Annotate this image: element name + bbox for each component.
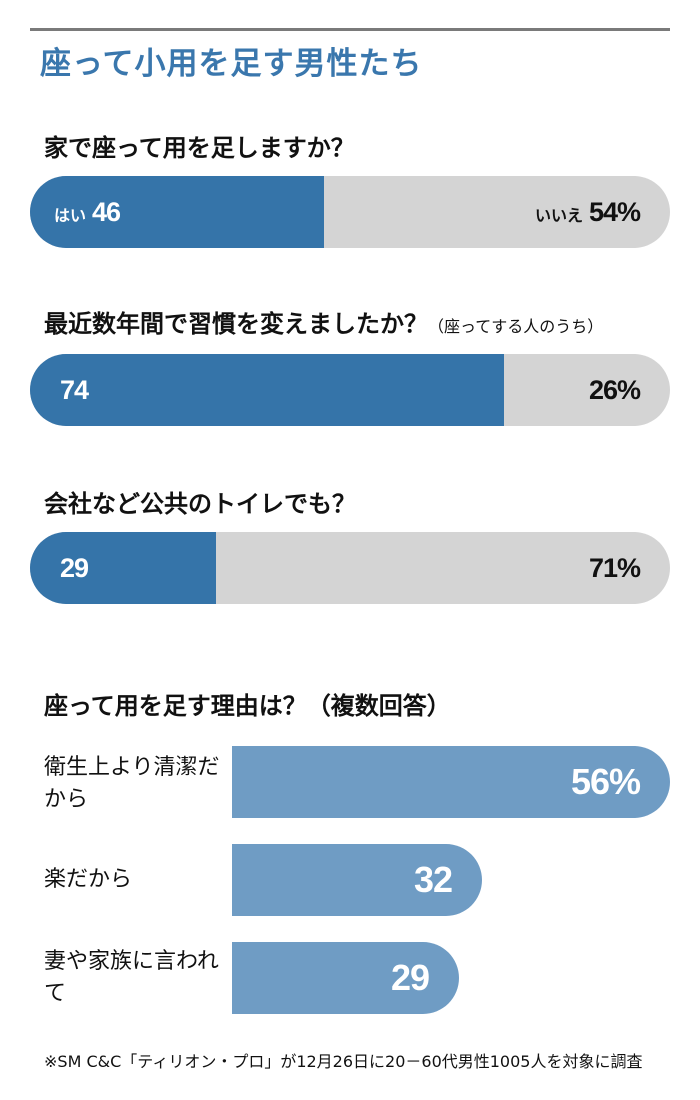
- question-2-yes-bar: [30, 354, 504, 426]
- reason-3-label: 妻や家族に言われて: [44, 949, 219, 1006]
- reason-3-value: 29: [390, 957, 430, 998]
- question-3-no-value: 71%: [583, 532, 641, 604]
- reason-2-bar: 32: [232, 844, 482, 916]
- question-3-text: 会社など公共のトイレでも？: [44, 490, 356, 518]
- question-2-no-number: 26%: [588, 375, 641, 405]
- question-1-title: 家で座って用を足しますか？: [44, 128, 355, 163]
- question-2-yes-number: 74: [60, 375, 89, 405]
- question-3-yes-number: 29: [60, 553, 89, 583]
- question-1-no-label: いいえ: [534, 206, 583, 225]
- page-title: 座って小用を足す男性たち: [40, 46, 423, 82]
- question-1-text: 家で座って用を足しますか？: [44, 134, 355, 162]
- question-3-no-number: 71%: [588, 553, 641, 583]
- question-2-title: 最近数年間で習慣を変えましたか？（座ってする人のうち）: [44, 304, 603, 339]
- question-2-note: （座ってする人のうち）: [428, 317, 604, 336]
- question-2-no-value: 26%: [583, 354, 641, 426]
- footnote: ※SM C&C「ティリオン・プロ」が12月26日に20－60代男性1005人を対…: [44, 1052, 643, 1071]
- question-3-title: 会社など公共のトイレでも？: [44, 484, 356, 519]
- reason-2-value: 32: [413, 859, 453, 900]
- question-2-yes-value: 74: [54, 354, 89, 426]
- question-3-yes-bar: [30, 532, 216, 604]
- reason-3-bar: 29: [232, 942, 459, 1014]
- reason-1-label: 衛生上より清潔だから: [44, 755, 220, 812]
- question-3-yes-value: 29: [54, 532, 89, 604]
- question-1-yes-value: はい 46: [54, 176, 121, 248]
- question-1-yes-number: 46: [92, 197, 121, 227]
- question-1-no-number: 54%: [588, 197, 641, 227]
- top-divider: [30, 28, 670, 31]
- question-1-yes-label: はい: [54, 206, 87, 225]
- question-1-bar: はい 46 いいえ 54%: [30, 176, 670, 248]
- question-3-bar: 29 71%: [30, 532, 670, 604]
- question-1-yes-bar: [30, 176, 324, 248]
- reason-1-bar: 56%: [232, 746, 670, 818]
- question-1-no-value: いいえ 54%: [534, 176, 641, 248]
- question-2-bar: 74 26%: [30, 354, 670, 426]
- question-2-text: 最近数年間で習慣を変えましたか？: [44, 310, 428, 338]
- reasons-title: 座って用を足す理由は？（複数回答）: [44, 692, 451, 720]
- reason-2-label: 楽だから: [44, 867, 133, 892]
- reason-1-value: 56%: [570, 761, 641, 802]
